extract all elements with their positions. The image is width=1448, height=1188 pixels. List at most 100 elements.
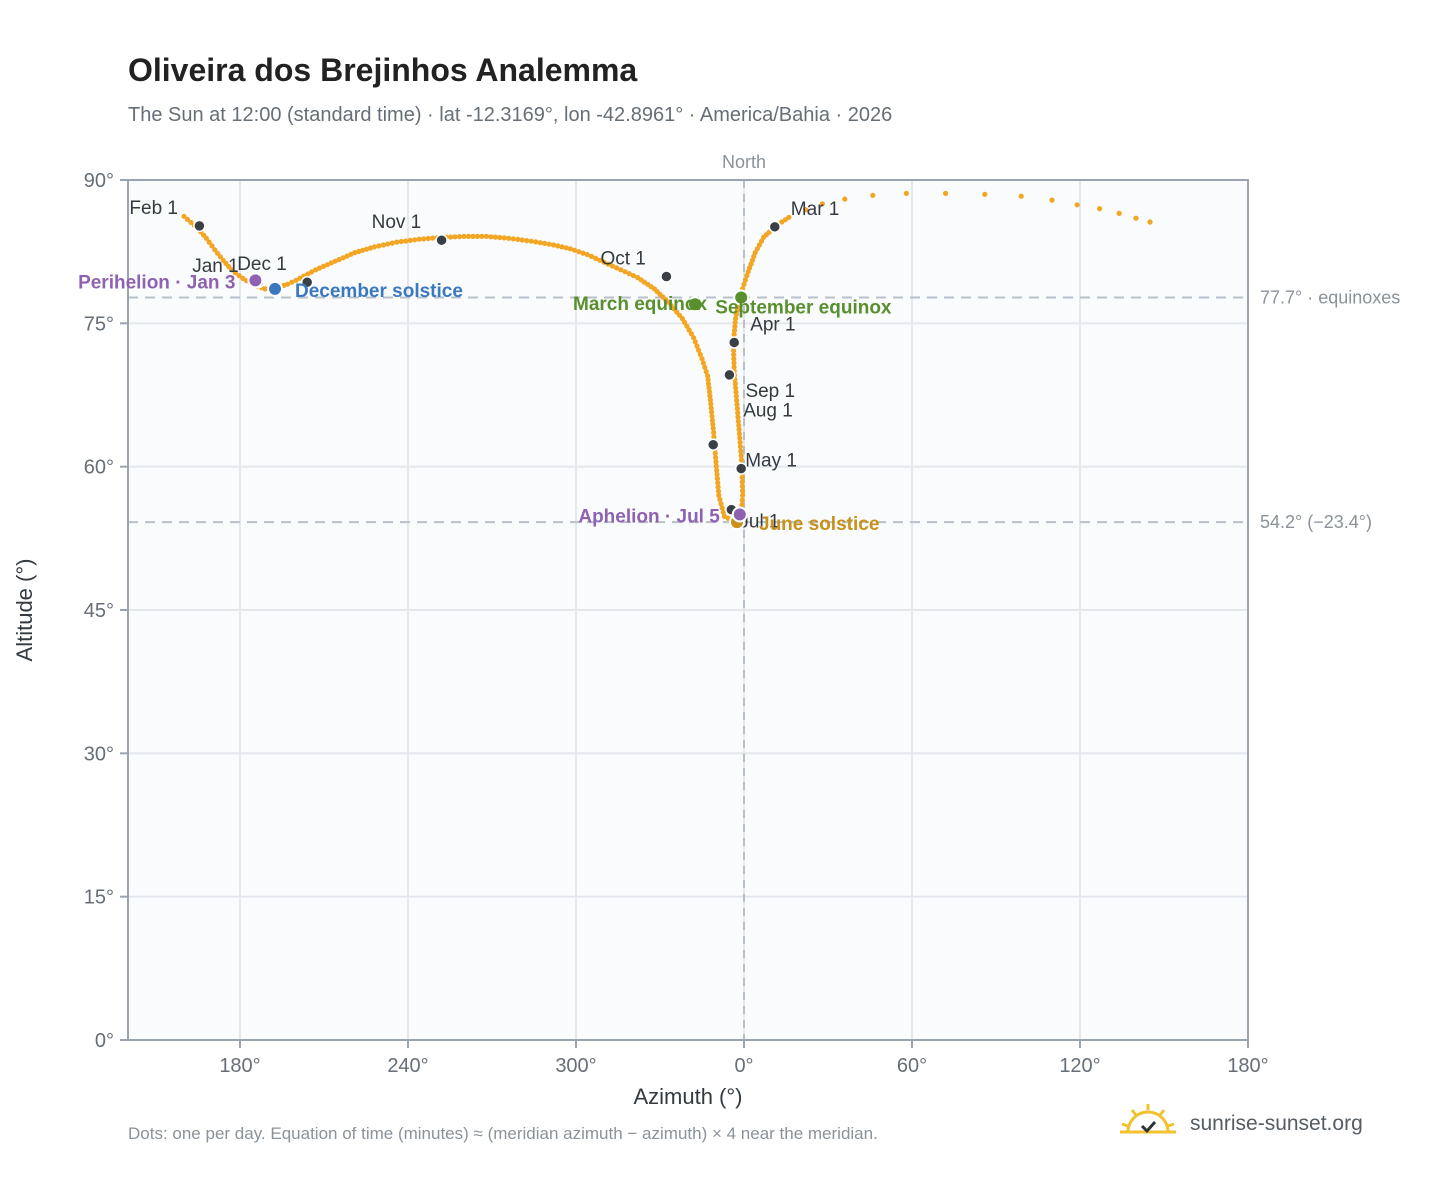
y-tick-label: 15° bbox=[84, 887, 114, 909]
daily-sun-dot bbox=[709, 413, 715, 419]
daily-sun-dot bbox=[754, 246, 760, 252]
daily-sun-dot bbox=[576, 249, 582, 255]
daily-sun-dot bbox=[537, 240, 543, 246]
daily-sun-dot bbox=[742, 277, 749, 283]
daily-sun-dot bbox=[425, 235, 431, 242]
daily-sun-dot bbox=[551, 242, 557, 248]
x-axis-title: Azimuth (°) bbox=[633, 1084, 742, 1109]
event-marker-dot bbox=[687, 296, 703, 313]
daily-sun-dot bbox=[188, 219, 194, 226]
daily-sun-dot bbox=[717, 496, 723, 503]
daily-sun-dot bbox=[501, 235, 507, 241]
daily-sun-dot bbox=[737, 439, 743, 445]
daily-sun-dot bbox=[731, 352, 737, 358]
daily-sun-dot bbox=[262, 286, 268, 292]
daily-sun-dot bbox=[1097, 206, 1103, 212]
daily-sun-dot bbox=[739, 479, 745, 485]
daily-sun-dot bbox=[714, 476, 721, 482]
daily-sun-dot bbox=[398, 238, 404, 245]
daily-sun-dot bbox=[555, 243, 561, 249]
daily-sun-dot bbox=[736, 431, 743, 437]
y-tick-label: 30° bbox=[84, 743, 114, 765]
daily-sun-dot bbox=[711, 430, 717, 436]
daily-sun-dot bbox=[348, 251, 354, 257]
daily-sun-dot bbox=[709, 417, 716, 423]
daily-sun-dot bbox=[533, 239, 539, 245]
daily-sun-dot bbox=[316, 265, 323, 271]
daily-sun-dot bbox=[394, 239, 400, 245]
daily-sun-dot bbox=[734, 406, 741, 412]
daily-sun-dot bbox=[715, 484, 721, 490]
month-marker-dot bbox=[300, 275, 314, 289]
daily-sun-dot bbox=[707, 393, 713, 399]
daily-sun-dot bbox=[465, 233, 472, 239]
x-tick-label: 300° bbox=[555, 1055, 596, 1077]
brand-logo[interactable]: sunrise-sunset.org bbox=[1120, 1100, 1390, 1150]
daily-sun-dot bbox=[567, 246, 574, 252]
daily-sun-dot bbox=[492, 234, 498, 240]
daily-sun-dot bbox=[700, 360, 707, 366]
month-marker-label: Nov 1 bbox=[372, 212, 422, 233]
daily-sun-dot bbox=[752, 250, 758, 256]
daily-sun-dot bbox=[212, 247, 218, 253]
daily-sun-dot bbox=[1147, 219, 1153, 225]
event-marker-label: Perihelion · Jan 3 bbox=[78, 272, 235, 293]
daily-sun-dot bbox=[618, 267, 624, 273]
daily-sun-dot bbox=[203, 235, 209, 241]
month-marker-label: Oct 1 bbox=[600, 249, 645, 270]
daily-sun-dot bbox=[364, 246, 370, 252]
daily-sun-dot bbox=[706, 389, 713, 395]
daily-sun-dot bbox=[718, 501, 724, 507]
event-marker-label: December solstice bbox=[295, 281, 463, 302]
daily-sun-dot bbox=[708, 401, 714, 407]
daily-sun-dot bbox=[289, 279, 295, 285]
daily-sun-dot bbox=[702, 364, 708, 370]
daily-sun-dot bbox=[712, 450, 718, 457]
daily-sun-dot bbox=[309, 269, 315, 275]
month-marker-dot bbox=[727, 336, 741, 349]
daily-sun-dot bbox=[305, 271, 311, 277]
daily-sun-dot bbox=[324, 262, 330, 268]
reference-line-label: 77.7° · equinoxes bbox=[1260, 288, 1400, 308]
daily-sun-dot bbox=[609, 263, 616, 269]
daily-sun-dot bbox=[707, 397, 714, 403]
daily-sun-dot bbox=[385, 241, 391, 247]
month-marker-dot bbox=[734, 462, 748, 475]
daily-sun-dot bbox=[421, 236, 427, 242]
daily-sun-dot bbox=[626, 271, 632, 277]
daily-sun-dot bbox=[313, 267, 319, 273]
chart-subtitle: The Sun at 12:00 (standard time) · lat -… bbox=[128, 104, 893, 126]
daily-sun-dot bbox=[705, 381, 712, 387]
footnote: Dots: one per day. Equation of time (min… bbox=[128, 1124, 878, 1143]
y-tick-label: 45° bbox=[84, 600, 114, 622]
daily-sun-dot bbox=[622, 269, 628, 275]
daily-sun-dot bbox=[731, 327, 738, 334]
daily-sun-dot bbox=[732, 319, 738, 326]
daily-sun-dot bbox=[332, 258, 338, 264]
daily-sun-dot bbox=[209, 243, 215, 249]
daily-sun-dot bbox=[733, 393, 739, 399]
daily-sun-dot bbox=[367, 245, 374, 251]
x-tick-label: 60° bbox=[897, 1055, 927, 1077]
event-marker-label: June solstice bbox=[759, 514, 879, 535]
daily-sun-dot bbox=[479, 233, 485, 239]
daily-sun-dot bbox=[285, 281, 291, 287]
brand-name: sunrise-sunset.org bbox=[1190, 1112, 1363, 1135]
reference-lines: North 77.7° · equinoxes 54.2° (−23.4°) bbox=[128, 152, 1400, 1040]
month-marker-label: Sep 1 bbox=[745, 381, 795, 402]
daily-sun-dot bbox=[842, 196, 848, 202]
daily-sun-dot bbox=[705, 377, 711, 383]
daily-sun-dot bbox=[407, 237, 413, 243]
daily-sun-dot bbox=[735, 418, 742, 424]
daily-sun-dot bbox=[703, 369, 709, 375]
north-label: North bbox=[722, 152, 766, 172]
daily-sun-dot bbox=[563, 245, 569, 251]
x-tick-label: 180° bbox=[1227, 1055, 1268, 1077]
daily-sun-dot bbox=[731, 331, 737, 338]
month-marker-dot bbox=[435, 233, 448, 247]
daily-sun-dot bbox=[236, 273, 242, 279]
month-marker-label: Jan 1 bbox=[192, 256, 238, 277]
event-marker-dot bbox=[267, 280, 283, 297]
daily-sun-dot bbox=[699, 356, 705, 362]
